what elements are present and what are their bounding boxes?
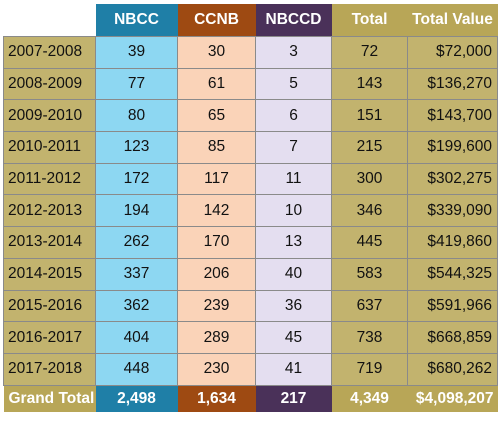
header-nbcc: NBCC [95,4,178,37]
year-cell: 2015-2016 [3,289,96,323]
nbcc-cell: 123 [95,131,178,164]
year-cell: 2013-2014 [3,226,96,259]
year-cell: 2017-2018 [3,352,96,386]
grand-total-row: Grand Total 2,498 1,634 217 4,349 $4,098… [3,385,498,412]
header-row: NBCC CCNB NBCCD Total Total Value [3,4,498,37]
total-cell: 72 [331,36,408,69]
total-cell: 738 [331,321,408,354]
nbccd-cell: 13 [255,226,332,259]
nbcc-cell: 80 [95,99,178,133]
total-cell: 445 [331,226,408,259]
header-total-value: Total Value [407,4,498,37]
total-value-cell: $544,325 [407,257,498,291]
year-cell: 2008-2009 [3,67,96,101]
year-cell: 2011-2012 [3,162,96,196]
nbcc-cell: 362 [95,289,178,323]
table-row: 2012-2013 194 142 10 346 $339,090 [3,194,498,228]
table-footer: Grand Total 2,498 1,634 217 4,349 $4,098… [3,385,498,412]
ccnb-cell: 65 [177,99,256,133]
nbcc-cell: 194 [95,194,178,228]
total-value-cell: $339,090 [407,194,498,228]
year-cell: 2012-2013 [3,194,96,228]
nbcc-cell: 262 [95,226,178,259]
nbccd-cell: 40 [255,257,332,291]
nbccd-cell: 6 [255,99,332,133]
total-cell: 719 [331,352,408,386]
total-cell: 346 [331,194,408,228]
nbccd-cell: 5 [255,67,332,101]
total-value-cell: $419,860 [407,226,498,259]
table-row: 2014-2015 337 206 40 583 $544,325 [3,257,498,291]
grand-total-nbccd: 217 [255,385,332,412]
nbcc-cell: 39 [95,36,178,69]
ccnb-cell: 170 [177,226,256,259]
total-value-cell: $199,600 [407,131,498,164]
total-cell: 300 [331,162,408,196]
total-cell: 583 [331,257,408,291]
grand-total-nbcc: 2,498 [95,385,178,412]
total-value-cell: $143,700 [407,99,498,133]
nbccd-cell: 41 [255,352,332,386]
grand-total-label: Grand Total [3,385,96,412]
table-row: 2013-2014 262 170 13 445 $419,860 [3,226,498,259]
ccnb-cell: 61 [177,67,256,101]
header-ccnb: CCNB [177,4,256,37]
nbcc-cell: 448 [95,352,178,386]
table-row: 2016-2017 404 289 45 738 $668,859 [3,321,498,354]
nbccd-cell: 11 [255,162,332,196]
ccnb-cell: 289 [177,321,256,354]
nbcc-cell: 337 [95,257,178,291]
total-value-cell: $668,859 [407,321,498,354]
nbccd-cell: 10 [255,194,332,228]
nbcc-cell: 172 [95,162,178,196]
enrollment-table: NBCC CCNB NBCCD Total Total Value 2007-2… [3,4,498,412]
nbcc-cell: 77 [95,67,178,101]
total-cell: 637 [331,289,408,323]
ccnb-cell: 117 [177,162,256,196]
table-row: 2015-2016 362 239 36 637 $591,966 [3,289,498,323]
total-value-cell: $591,966 [407,289,498,323]
nbccd-cell: 3 [255,36,332,69]
total-value-cell: $680,262 [407,352,498,386]
header-nbccd: NBCCD [255,4,332,37]
nbccd-cell: 7 [255,131,332,164]
ccnb-cell: 142 [177,194,256,228]
year-cell: 2009-2010 [3,99,96,133]
total-cell: 215 [331,131,408,164]
table-header: NBCC CCNB NBCCD Total Total Value [3,4,498,37]
year-cell: 2016-2017 [3,321,96,354]
total-cell: 143 [331,67,408,101]
year-cell: 2010-2011 [3,131,96,164]
total-value-cell: $136,270 [407,67,498,101]
header-total: Total [331,4,408,37]
year-cell: 2014-2015 [3,257,96,291]
table-row: 2009-2010 80 65 6 151 $143,700 [3,99,498,133]
ccnb-cell: 230 [177,352,256,386]
nbccd-cell: 45 [255,321,332,354]
header-year-blank [3,4,96,37]
grand-total-ccnb: 1,634 [177,385,256,412]
total-value-cell: $72,000 [407,36,498,69]
year-cell: 2007-2008 [3,36,96,69]
table-row: 2010-2011 123 85 7 215 $199,600 [3,131,498,164]
grand-total-total: 4,349 [331,385,408,412]
total-value-cell: $302,275 [407,162,498,196]
ccnb-cell: 206 [177,257,256,291]
nbccd-cell: 36 [255,289,332,323]
ccnb-cell: 239 [177,289,256,323]
table-row: 2017-2018 448 230 41 719 $680,262 [3,352,498,386]
grand-total-value: $4,098,207 [407,385,498,412]
table-row: 2007-2008 39 30 3 72 $72,000 [3,36,498,69]
table-row: 2011-2012 172 117 11 300 $302,275 [3,162,498,196]
ccnb-cell: 85 [177,131,256,164]
nbcc-cell: 404 [95,321,178,354]
table-body: 2007-2008 39 30 3 72 $72,000 2008-2009 77 61 5 143… [3,36,498,386]
total-cell: 151 [331,99,408,133]
table-row: 2008-2009 77 61 5 143 $136,270 [3,67,498,101]
ccnb-cell: 30 [177,36,256,69]
